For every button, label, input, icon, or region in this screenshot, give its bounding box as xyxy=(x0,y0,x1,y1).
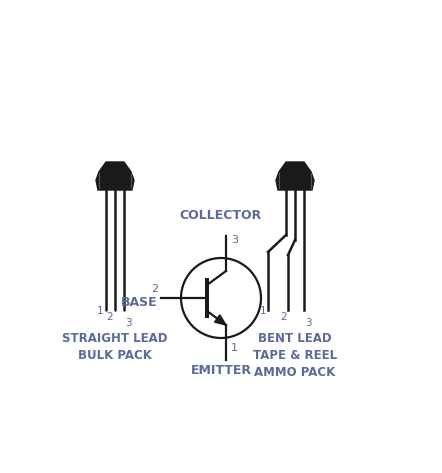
Text: STRAIGHT LEAD
BULK PACK: STRAIGHT LEAD BULK PACK xyxy=(62,332,168,362)
Text: 3: 3 xyxy=(305,318,312,328)
Text: 1: 1 xyxy=(259,306,266,316)
Text: 1: 1 xyxy=(231,343,238,353)
Polygon shape xyxy=(96,162,134,190)
Text: BENT LEAD
TAPE & REEL
AMMO PACK: BENT LEAD TAPE & REEL AMMO PACK xyxy=(253,332,337,379)
Text: 2: 2 xyxy=(107,312,113,322)
Text: 3: 3 xyxy=(125,318,132,328)
Polygon shape xyxy=(276,162,314,190)
Text: EMITTER: EMITTER xyxy=(191,364,251,377)
Text: 1: 1 xyxy=(96,306,103,316)
Text: 3: 3 xyxy=(231,235,238,245)
Text: COLLECTOR: COLLECTOR xyxy=(180,209,262,222)
Text: 2: 2 xyxy=(280,312,287,322)
Text: BASE: BASE xyxy=(122,297,158,309)
Polygon shape xyxy=(214,315,226,325)
Text: 2: 2 xyxy=(151,284,158,294)
